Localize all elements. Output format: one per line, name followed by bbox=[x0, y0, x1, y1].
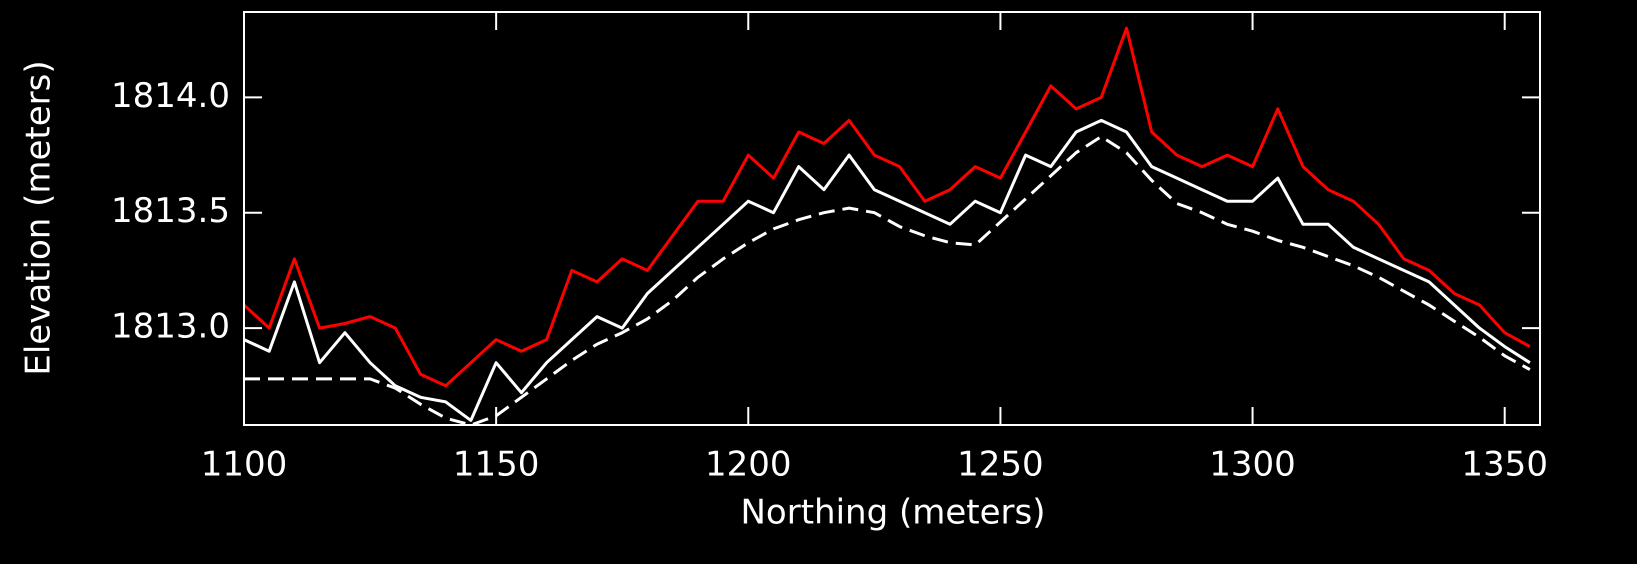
data-line bbox=[242, 26, 1531, 388]
y-axis-label: Elevation (meters) bbox=[19, 60, 59, 375]
x-tick-label: 1250 bbox=[957, 445, 1044, 485]
x-tick-label: 1100 bbox=[201, 445, 288, 485]
x-tick-label: 1300 bbox=[1209, 445, 1296, 485]
x-tick-label: 1350 bbox=[1461, 445, 1548, 485]
y-tick-label: 1813.0 bbox=[111, 307, 230, 347]
x-tick-label: 1200 bbox=[705, 445, 792, 485]
x-axis-label: Northing (meters) bbox=[741, 493, 1046, 533]
y-tick-label: 1814.0 bbox=[111, 76, 230, 116]
data-line bbox=[244, 135, 1531, 427]
plot-frame bbox=[243, 11, 1541, 426]
data-line bbox=[243, 118, 1531, 422]
x-tick-label: 1150 bbox=[453, 445, 540, 485]
y-tick-label: 1813.5 bbox=[111, 191, 230, 231]
